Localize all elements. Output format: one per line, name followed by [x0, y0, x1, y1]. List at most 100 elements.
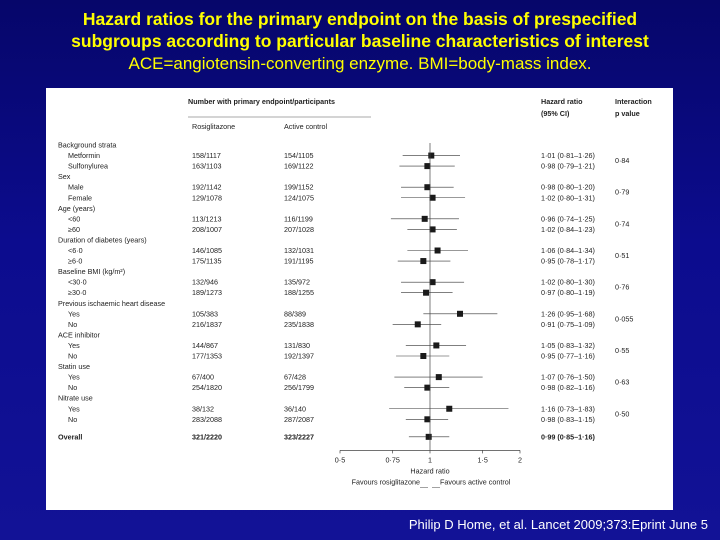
rosiglitazone-count: 105/383: [192, 309, 218, 318]
rosiglitazone-count: 146/1085: [192, 246, 222, 255]
active-control-count: 188/1255: [284, 288, 314, 297]
hr-point: [425, 433, 432, 440]
row-label: ≥60: [68, 225, 80, 234]
hr-point: [446, 405, 453, 412]
hazard-ratio-ci: 0·98 (0·80–1·20): [541, 183, 595, 192]
rosiglitazone-count: 129/1078: [192, 193, 222, 202]
row-label: Yes: [68, 404, 80, 413]
title-line-2: subgroups according to particular baseli…: [71, 31, 649, 51]
header-ci: (95% CI): [541, 109, 570, 118]
x-tick-label: 0·5: [335, 455, 345, 464]
overall-hazard-ratio-ci: 0·99 (0·85–1·16): [541, 432, 596, 441]
row-label: Yes: [68, 373, 80, 382]
hazard-ratio-ci: 1·02 (0·80–1·31): [541, 193, 595, 202]
interaction-p-value: 0·79: [615, 188, 629, 197]
subgroup-heading: Sex: [58, 172, 71, 181]
slide-title: Hazard ratios for the primary endpoint o…: [0, 8, 720, 75]
active-control-count: 131/830: [284, 341, 310, 350]
rosiglitazone-count: 113/1213: [192, 214, 221, 223]
hazard-ratio-ci: 1·02 (0·80–1·30): [541, 278, 595, 287]
header-interaction: Interaction: [615, 97, 652, 106]
interaction-p-value: 0·055: [615, 314, 633, 323]
row-label: ≥30·0: [68, 288, 86, 297]
hr-point: [414, 321, 421, 328]
hr-point: [420, 258, 427, 265]
hazard-ratio-ci: 1·02 (0·84–1·23): [541, 225, 595, 234]
rosiglitazone-count: 38/132: [192, 404, 214, 413]
row-label: <30·0: [68, 278, 87, 287]
rosiglitazone-count: 158/1117: [192, 151, 221, 160]
interaction-p-value: 0·50: [615, 409, 629, 418]
row-label: <6·0: [68, 246, 83, 255]
active-control-count: 88/389: [284, 309, 306, 318]
hr-point: [424, 384, 431, 391]
hr-point: [420, 353, 427, 359]
rosiglitazone-count: 254/1820: [192, 383, 222, 392]
row-label: ≥6·0: [68, 257, 82, 266]
row-label: Female: [68, 193, 92, 202]
hazard-ratio-ci: 0·96 (0·74–1·25): [541, 214, 595, 223]
active-control-count: 154/1105: [284, 151, 313, 160]
hazard-ratio-ci: 1·26 (0·95–1·68): [541, 309, 595, 318]
overall-rosiglitazone-count: 321/2220: [192, 432, 222, 441]
hr-point: [424, 184, 431, 191]
x-tick-label: 1: [428, 455, 432, 464]
active-control-count: 199/1152: [284, 183, 313, 192]
rosiglitazone-count: 177/1353: [192, 352, 222, 361]
rosiglitazone-count: 216/1837: [192, 320, 222, 329]
hazard-ratio-ci: 1·06 (0·84–1·34): [541, 246, 595, 255]
overall-active-control-count: 323/2227: [284, 432, 314, 441]
rosiglitazone-count: 208/1007: [192, 225, 222, 234]
row-label: Male: [68, 183, 84, 192]
active-control-count: 132/1031: [284, 246, 314, 255]
subgroup-heading: Duration of diabetes (years): [58, 235, 147, 244]
row-label: No: [68, 352, 77, 361]
subgroup-heading: Background strata: [58, 141, 116, 150]
header-hazard-ratio: Hazard ratio: [541, 97, 583, 106]
hr-point: [435, 374, 442, 381]
active-control-count: 235/1838: [284, 320, 314, 329]
hazard-ratio-ci: 1·16 (0·73–1·83): [541, 404, 595, 413]
row-label: Yes: [68, 341, 80, 350]
row-label: No: [68, 415, 77, 424]
hr-point: [424, 416, 431, 423]
hazard-ratio-ci: 1·07 (0·76–1·50): [541, 373, 595, 382]
active-control-count: 135/972: [284, 278, 310, 287]
active-control-count: 116/1199: [284, 214, 313, 223]
hr-point: [429, 194, 436, 201]
interaction-p-value: 0·55: [615, 346, 629, 355]
header-rosiglitazone: Rosiglitazone: [192, 122, 235, 131]
title-line-1: Hazard ratios for the primary endpoint o…: [82, 9, 638, 29]
favours-active-control: Favours active control: [440, 477, 511, 486]
active-control-count: 287/2087: [284, 415, 314, 424]
active-control-count: 169/1122: [284, 162, 313, 171]
citation: Philip D Home, et al. Lancet 2009;373:Ep…: [408, 517, 708, 532]
active-control-count: 191/1195: [284, 257, 313, 266]
active-control-count: 124/1075: [284, 193, 314, 202]
forest-plot-panel: Number with primary endpoint/participant…: [46, 88, 673, 510]
interaction-p-value: 0·84: [615, 156, 629, 165]
favours-rosiglitazone: Favours rosiglitazone: [352, 477, 420, 486]
hazard-ratio-ci: 0·98 (0·83–1·15): [541, 415, 595, 424]
hazard-ratio-ci: 0·98 (0·79–1·21): [541, 162, 595, 171]
active-control-count: 207/1028: [284, 225, 314, 234]
header-active-control: Active control: [284, 122, 328, 131]
rosiglitazone-count: 67/400: [192, 373, 214, 382]
hazard-ratio-ci: 1·05 (0·83–1·32): [541, 341, 595, 350]
hr-point: [434, 247, 441, 254]
row-label: No: [68, 320, 77, 329]
active-control-count: 256/1799: [284, 383, 314, 392]
hr-point: [428, 152, 435, 159]
subgroup-heading: Nitrate use: [58, 394, 93, 403]
rosiglitazone-count: 163/1103: [192, 162, 221, 171]
header-number-label: Number with primary endpoint/participant…: [188, 97, 335, 106]
interaction-p-value: 0·74: [615, 219, 629, 228]
x-tick-label: 2: [518, 455, 522, 464]
hr-point: [424, 163, 431, 170]
active-control-count: 192/1397: [284, 352, 314, 361]
hazard-ratio-ci: 1·01 (0·81–1·26): [541, 151, 595, 160]
interaction-p-value: 0·76: [615, 283, 629, 292]
rosiglitazone-count: 192/1142: [192, 183, 221, 192]
hazard-ratio-ci: 0·97 (0·80–1·19): [541, 288, 595, 297]
hr-point: [421, 215, 428, 222]
